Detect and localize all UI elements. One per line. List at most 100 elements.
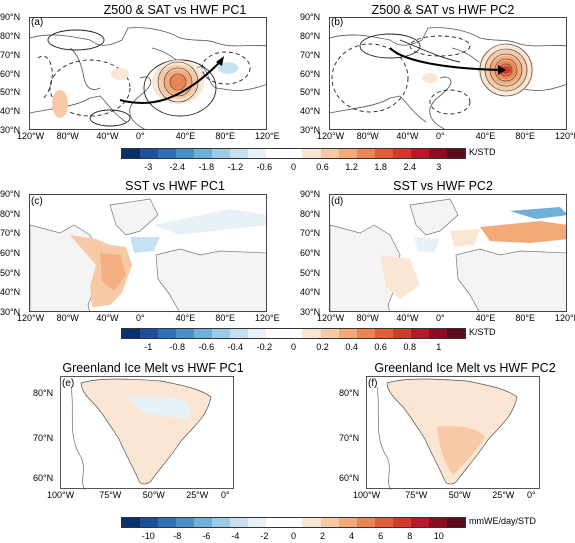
colorbar-tick-label: 6 [378, 531, 384, 541]
colorbar-tick-label: 0 [290, 162, 297, 172]
sst-anomaly-c [70, 209, 266, 307]
map-c-graphic [30, 198, 266, 311]
colorbar-melt-ticks: -10 -8 -6 -4 -2 0 2 4 6 8 10 [121, 531, 466, 543]
colorbar-tick-label: 0.4 [345, 342, 358, 352]
colorbar-tick-label: -4 [231, 531, 240, 541]
colorbar-segment [356, 329, 375, 338]
lat-tick-label: 30°N [0, 307, 21, 317]
colorbar-tick-label: -10 [141, 531, 155, 541]
lat-tick-label: 30°N [300, 307, 321, 317]
colorbar-tick-label: -1 [144, 342, 153, 352]
colorbar-tick-label: 1.8 [374, 162, 387, 172]
colorbar-segment [428, 518, 447, 527]
colorbar-segment [122, 149, 141, 158]
lon-tick-label: 40°W [396, 131, 419, 141]
colorbar-tick-label: 1.2 [345, 162, 358, 172]
colorbar-segment [176, 149, 195, 158]
colorbar-segment [230, 149, 249, 158]
lat-tick-label: 50°N [0, 87, 21, 98]
colorbar-tick-label: 0 [290, 342, 297, 352]
colorbar-segment [230, 329, 249, 338]
map-d-graphic [330, 198, 566, 311]
lat-tick-label: 60°N [0, 68, 21, 79]
panel-d-title: SST vs HWF PC2 [393, 179, 493, 193]
lat-tick-label: 70°N [339, 433, 360, 444]
lat-tick-label: 90°N [300, 189, 321, 199]
lat-tick-label: 70°N [0, 49, 21, 60]
lat-tick-label: 80°N [300, 208, 321, 219]
lon-tick-label: 0° [136, 131, 145, 141]
panel-e-title: Greenland Ice Melt vs HWF PC1 [62, 361, 244, 375]
colorbar-segment [122, 329, 141, 338]
lon-tick-label: 80°E [215, 313, 235, 323]
lon-tick-label: 40°W [396, 313, 419, 323]
lat-tick-label: 80°N [0, 208, 21, 219]
lon-tick-label: 0° [221, 490, 230, 500]
colorbar-sat [121, 148, 466, 159]
lat-tick-label: 40°N [0, 287, 21, 298]
map-b-graphic [330, 27, 566, 129]
panel-c-label: (c) [31, 196, 43, 207]
colorbar-tick-label: -2 [260, 531, 269, 541]
colorbar-tick-label: -2.4 [169, 162, 186, 172]
colorbar-segment [248, 518, 267, 527]
colorbar-tick-label: -3 [144, 162, 153, 172]
colorbar-segment [122, 518, 141, 527]
colorbar-tick-label: 0.6 [374, 342, 387, 352]
lat-tick-label: 70°N [300, 228, 321, 239]
lon-tick-label: 0° [527, 490, 536, 500]
colorbar-segment [158, 518, 177, 527]
colorbar-segment [374, 518, 393, 527]
lon-tick-label: 120°E [255, 313, 280, 323]
colorbar-segment [140, 329, 159, 338]
panel-b-label: (b) [331, 17, 344, 28]
colorbar-segment [284, 149, 303, 158]
colorbar-segment [176, 329, 195, 338]
colorbar-segment [356, 149, 375, 158]
lon-tick-label: 75°W [405, 490, 428, 500]
colorbar-segment [410, 149, 429, 158]
map-panel-e [60, 376, 234, 490]
colorbar-sst-ticks: -1 -0.8 -0.6 -0.4 -0.2 0 0.2 0.4 0.6 0.8 1 [121, 342, 466, 354]
colorbar-segment [320, 149, 339, 158]
lat-tick-label: 80°N [339, 387, 360, 398]
map-panel-b [329, 17, 567, 130]
colorbar-tick-label: -0.6 [198, 342, 215, 352]
panel-e-label: (e) [62, 378, 75, 389]
lat-tick-label: 60°N [300, 248, 321, 258]
lat-tick-label: 30°N [0, 125, 21, 135]
map-panel-c [29, 194, 267, 312]
colorbar-tick-label: 0.2 [316, 342, 329, 352]
colorbar-tick-label: -1.8 [198, 162, 215, 172]
colorbar-tick-label: 0.6 [316, 162, 329, 172]
lon-tick-label: 80°W [56, 131, 79, 141]
colorbar-tick-label: 2 [320, 531, 326, 541]
lon-tick-label: 80°W [56, 313, 79, 323]
map-f-graphic [376, 378, 518, 490]
panel-f-label: (f) [368, 378, 378, 389]
colorbar-segment [446, 149, 465, 158]
colorbar-segment [248, 329, 267, 338]
colorbar-segment [284, 329, 303, 338]
lat-tick-label: 60°N [33, 472, 54, 483]
colorbar-segment [194, 518, 213, 527]
panel-f-title: Greenland Ice Melt vs HWF PC2 [374, 361, 556, 375]
lon-tick-label: 0° [136, 313, 145, 323]
lon-tick-label: 50°W [142, 490, 165, 500]
lon-tick-label: 40°E [475, 131, 496, 141]
colorbar-segment [212, 149, 231, 158]
colorbar-tick-label: 8 [407, 531, 413, 541]
colorbar-tick-label: -0.2 [256, 342, 273, 352]
lat-tick-label: 40°N [0, 106, 21, 117]
lon-tick-label: 40°W [96, 131, 119, 141]
lon-tick-label: 120°W [317, 131, 345, 141]
colorbar-segment [140, 518, 159, 527]
colorbar-segment [176, 518, 195, 527]
panel-a-title: Z500 & SAT vs HWF PC1 [103, 3, 247, 17]
colorbar-segment [248, 149, 267, 158]
colorbar-segment [320, 329, 339, 338]
colorbar-segment [266, 149, 285, 158]
lat-tick-label: 60°N [339, 472, 360, 483]
colorbar-tick-label: -0.8 [169, 342, 186, 352]
colorbar-melt [121, 517, 466, 528]
